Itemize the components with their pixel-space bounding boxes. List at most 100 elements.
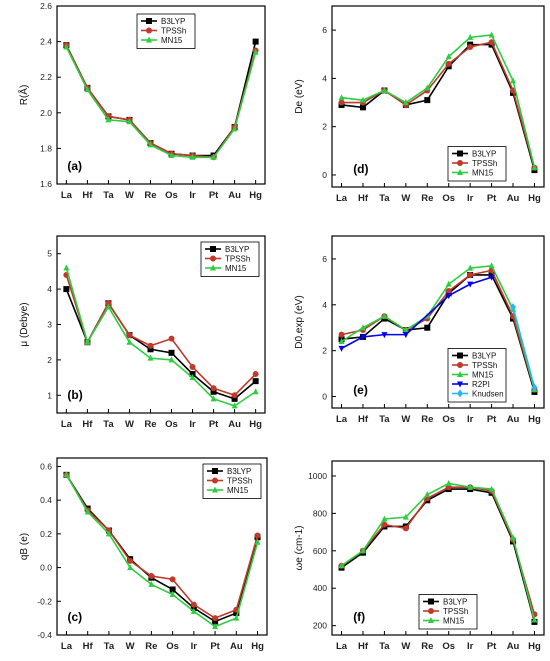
series-line bbox=[65, 274, 257, 397]
x-tick-label: Hf bbox=[358, 641, 369, 652]
x-tick-label: Hf bbox=[82, 419, 93, 430]
data-point bbox=[168, 335, 175, 342]
data-point bbox=[147, 346, 154, 353]
data-point bbox=[231, 125, 238, 132]
data-point bbox=[488, 262, 495, 269]
data-point bbox=[147, 141, 154, 148]
panel-label: (c) bbox=[68, 610, 83, 624]
x-tick-label: Os bbox=[442, 641, 455, 652]
legend-marker bbox=[457, 371, 463, 377]
y-tick-label: 200 bbox=[313, 621, 327, 631]
plot-frame bbox=[56, 457, 268, 636]
data-point bbox=[359, 334, 366, 341]
data-point bbox=[359, 96, 366, 103]
x-tick-label: Ir bbox=[191, 641, 198, 652]
x-tick-label: Ir bbox=[467, 641, 474, 652]
y-tick-label: 600 bbox=[313, 546, 327, 556]
x-tick-label: Au bbox=[228, 419, 241, 430]
series-knudsen bbox=[510, 303, 538, 392]
x-tick-label: Os bbox=[166, 641, 179, 652]
panel-label: (b) bbox=[67, 388, 82, 402]
data-point bbox=[338, 562, 345, 569]
data-point bbox=[63, 286, 70, 293]
data-point bbox=[169, 586, 176, 593]
x-tick-label: W bbox=[125, 419, 134, 430]
legend-marker bbox=[212, 486, 218, 493]
data-point bbox=[359, 547, 366, 554]
x-tick-label: Au bbox=[228, 190, 241, 201]
x-tick-label: Pt bbox=[209, 190, 219, 201]
x-tick-label: Re bbox=[144, 419, 156, 430]
data-point bbox=[252, 371, 259, 378]
data-point bbox=[189, 153, 196, 160]
x-tick-label: W bbox=[401, 193, 410, 204]
series-tpssh bbox=[63, 42, 259, 161]
series-b3lyp bbox=[338, 41, 538, 174]
x-tick-label: Au bbox=[230, 641, 243, 652]
y-tick-label: 2 bbox=[47, 355, 52, 365]
x-tick-label: Re bbox=[144, 190, 156, 201]
y-tick-label: 1.6 bbox=[40, 179, 52, 189]
plot-frame bbox=[56, 5, 266, 185]
panel-label: (a) bbox=[67, 159, 82, 173]
data-point bbox=[105, 116, 112, 123]
x-tick-label: Re bbox=[421, 414, 433, 425]
panel-label: (f) bbox=[353, 610, 365, 624]
y-tick-label: 1 bbox=[47, 390, 52, 400]
legend-label: MN15 bbox=[472, 371, 494, 380]
legend-label: MN15 bbox=[161, 36, 183, 45]
series-line bbox=[512, 306, 536, 388]
data-point bbox=[147, 354, 154, 361]
series-b3lyp bbox=[338, 271, 538, 395]
data-point bbox=[510, 303, 517, 312]
data-point bbox=[467, 264, 474, 271]
series-r2pi bbox=[338, 274, 495, 352]
data-point bbox=[252, 388, 259, 395]
x-tick-label: Hf bbox=[358, 414, 369, 425]
y-tick-label: 2 bbox=[322, 122, 327, 132]
legend-marker bbox=[457, 389, 463, 398]
series-line bbox=[341, 274, 536, 393]
x-tick-label: W bbox=[401, 414, 410, 425]
y-axis-label: ωe (cm-1) bbox=[294, 525, 305, 570]
y-tick-label: 2.2 bbox=[40, 72, 52, 82]
data-point bbox=[338, 337, 345, 344]
x-tick-label: Ta bbox=[379, 193, 390, 204]
series-tpssh bbox=[63, 271, 259, 399]
x-tick-label: Hf bbox=[358, 193, 369, 204]
legend-label: TPSSh bbox=[161, 27, 186, 36]
data-point bbox=[424, 84, 431, 91]
legend-label: MN15 bbox=[472, 169, 494, 178]
data-point bbox=[488, 39, 495, 46]
y-tick-label: 2 bbox=[322, 346, 327, 356]
x-tick-label: Re bbox=[421, 193, 433, 204]
data-point bbox=[254, 532, 261, 539]
data-point bbox=[424, 97, 431, 104]
data-point bbox=[189, 363, 196, 370]
series-line bbox=[341, 264, 536, 390]
x-tick-label: Pt bbox=[210, 641, 220, 652]
data-point bbox=[467, 271, 474, 278]
x-tick-label: Os bbox=[165, 190, 178, 201]
data-point bbox=[190, 601, 197, 608]
legend-label: B3LYP bbox=[443, 598, 467, 607]
plot-frame bbox=[331, 5, 545, 188]
y-tick-label: 6 bbox=[322, 254, 327, 264]
chart-panel: La Hf Ta W Re Os Ir Pt Au Hg 0 2 4 6 De (eV) (d) B3LYPTP… bbox=[294, 5, 545, 204]
x-tick-label: Hg bbox=[528, 641, 541, 652]
x-tick-label: Hg bbox=[251, 641, 264, 652]
legend-label: B3LYP bbox=[472, 352, 496, 361]
data-point bbox=[147, 342, 154, 349]
legend-label: Knudsen bbox=[472, 390, 504, 399]
x-tick-label: La bbox=[61, 641, 73, 652]
y-tick-label: 0.4 bbox=[40, 495, 52, 505]
x-tick-label: La bbox=[336, 193, 348, 204]
y-tick-label: 2.0 bbox=[40, 108, 52, 118]
x-tick-label: Os bbox=[442, 414, 455, 425]
data-point bbox=[231, 392, 238, 399]
data-point bbox=[63, 264, 70, 271]
y-axis-label: μ (Debye) bbox=[19, 302, 30, 346]
x-tick-label: Hf bbox=[83, 641, 94, 652]
